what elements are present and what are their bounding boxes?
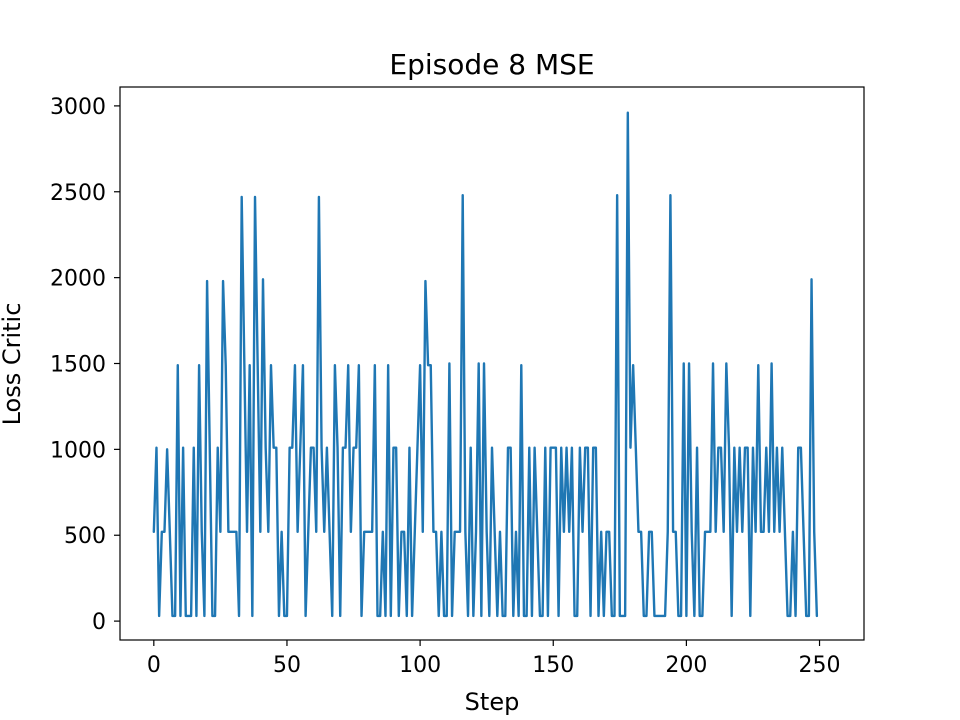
x-axis-ticks: 0 50 100 150 200 250 [147, 640, 841, 678]
x-tick-label: 150 [532, 653, 574, 678]
y-tick-label: 500 [64, 524, 106, 549]
y-tick-label: 0 [92, 610, 106, 635]
x-tick-label: 100 [399, 653, 441, 678]
y-tick-label: 1000 [50, 438, 106, 463]
series-line [152, 111, 819, 618]
y-tick-label: 3000 [50, 95, 106, 120]
plot-area-frame [119, 86, 865, 641]
y-tick-label: 2000 [50, 267, 106, 292]
x-tick-label: 200 [665, 653, 707, 678]
x-tick-label: 250 [799, 653, 841, 678]
y-axis-ticks: 0 500 1000 1500 2000 2500 3000 [50, 95, 120, 635]
x-axis-label: Step [465, 688, 520, 716]
y-tick-label: 1500 [50, 353, 106, 378]
chart-title: Episode 8 MSE [389, 48, 594, 81]
x-tick-label: 0 [147, 653, 161, 678]
y-tick-label: 2500 [50, 181, 106, 206]
y-axis-label: Loss Critic [0, 303, 26, 426]
x-tick-label: 50 [273, 653, 301, 678]
